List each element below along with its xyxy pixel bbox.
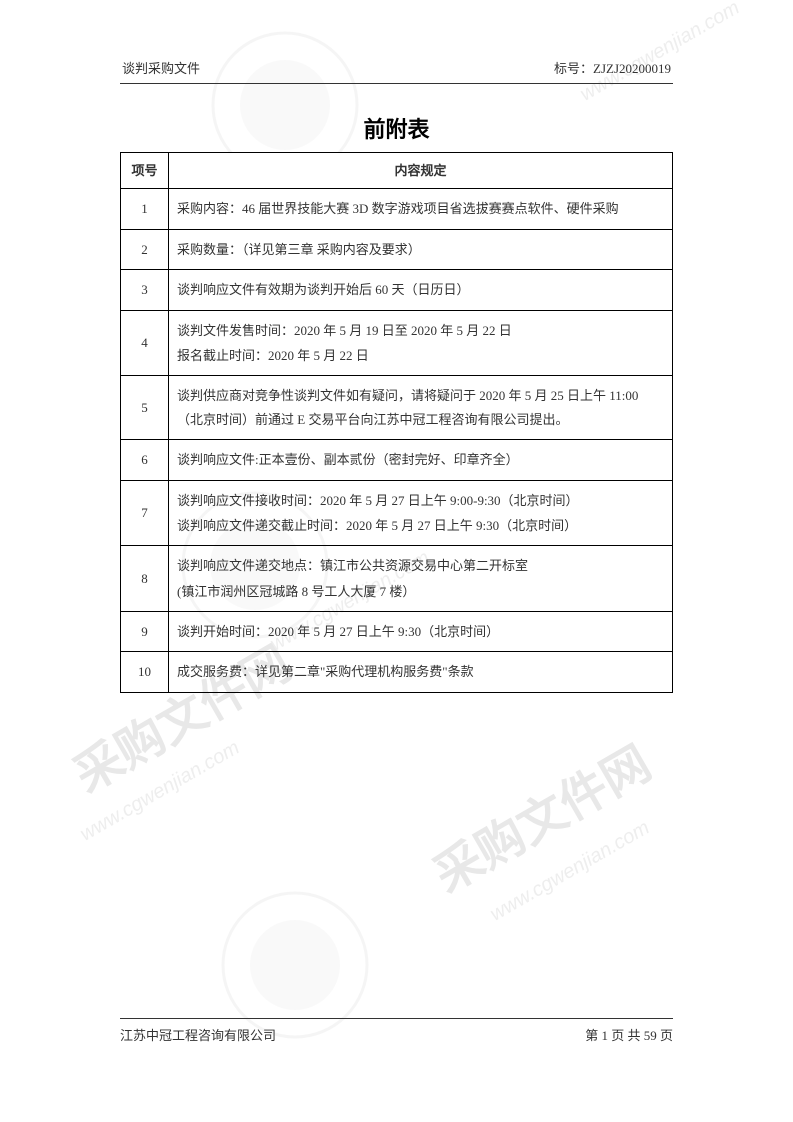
row-content: 采购数量：（详见第三章 采购内容及要求）	[169, 229, 673, 269]
table-row: 3谈判响应文件有效期为谈判开始后 60 天（日历日）	[121, 270, 673, 310]
page-title: 前附表	[120, 112, 673, 144]
row-num: 4	[121, 310, 169, 376]
content-table: 项号 内容规定 1采购内容：46 届世界技能大赛 3D 数字游戏项目省选拔赛赛点…	[120, 152, 673, 693]
row-num: 1	[121, 189, 169, 229]
row-num: 3	[121, 270, 169, 310]
page-footer: 江苏中冠工程咨询有限公司 第 1 页 共 59 页	[120, 1018, 673, 1044]
watermark-text: 采购文件网	[419, 725, 662, 906]
header-divider	[120, 83, 673, 84]
table-row: 7谈判响应文件接收时间：2020 年 5 月 27 日上午 9:00-9:30（…	[121, 480, 673, 546]
row-num: 6	[121, 440, 169, 480]
row-num: 8	[121, 546, 169, 612]
row-content: 成交服务费：详见第二章"采购代理机构服务费"条款	[169, 652, 673, 692]
row-content: 采购内容：46 届世界技能大赛 3D 数字游戏项目省选拔赛赛点软件、硬件采购	[169, 189, 673, 229]
table-row: 1采购内容：46 届世界技能大赛 3D 数字游戏项目省选拔赛赛点软件、硬件采购	[121, 189, 673, 229]
row-num: 5	[121, 376, 169, 440]
row-content: 谈判响应文件递交地点：镇江市公共资源交易中心第二开标室(镇江市润州区冠城路 8 …	[169, 546, 673, 612]
table-row: 5谈判供应商对竞争性谈判文件如有疑问，请将疑问于 2020 年 5 月 25 日…	[121, 376, 673, 440]
row-content: 谈判响应文件:正本壹份、副本贰份（密封完好、印章齐全）	[169, 440, 673, 480]
row-num: 10	[121, 652, 169, 692]
header-left: 谈判采购文件	[122, 58, 200, 77]
watermark-url: www.cgwenjian.com	[486, 817, 653, 927]
col-header-content: 内容规定	[169, 153, 673, 189]
footer-right: 第 1 页 共 59 页	[585, 1025, 673, 1044]
col-header-num: 项号	[121, 153, 169, 189]
row-content: 谈判响应文件有效期为谈判开始后 60 天（日历日）	[169, 270, 673, 310]
table-row: 8谈判响应文件递交地点：镇江市公共资源交易中心第二开标室(镇江市润州区冠城路 8…	[121, 546, 673, 612]
row-content: 谈判文件发售时间：2020 年 5 月 19 日至 2020 年 5 月 22 …	[169, 310, 673, 376]
row-num: 7	[121, 480, 169, 546]
page-header: 谈判采购文件 标号：ZJZJ20200019	[120, 58, 673, 77]
table-row: 4谈判文件发售时间：2020 年 5 月 19 日至 2020 年 5 月 22…	[121, 310, 673, 376]
row-content: 谈判开始时间：2020 年 5 月 27 日上午 9:30（北京时间）	[169, 612, 673, 652]
table-row: 6谈判响应文件:正本壹份、副本贰份（密封完好、印章齐全）	[121, 440, 673, 480]
row-content: 谈判供应商对竞争性谈判文件如有疑问，请将疑问于 2020 年 5 月 25 日上…	[169, 376, 673, 440]
watermark-url: www.cgwenjian.com	[76, 737, 243, 847]
row-num: 9	[121, 612, 169, 652]
row-content: 谈判响应文件接收时间：2020 年 5 月 27 日上午 9:00-9:30（北…	[169, 480, 673, 546]
footer-left: 江苏中冠工程咨询有限公司	[120, 1025, 276, 1044]
row-num: 2	[121, 229, 169, 269]
table-row: 10成交服务费：详见第二章"采购代理机构服务费"条款	[121, 652, 673, 692]
table-row: 9谈判开始时间：2020 年 5 月 27 日上午 9:30（北京时间）	[121, 612, 673, 652]
header-right: 标号：ZJZJ20200019	[554, 58, 671, 77]
table-row: 2采购数量：（详见第三章 采购内容及要求）	[121, 229, 673, 269]
